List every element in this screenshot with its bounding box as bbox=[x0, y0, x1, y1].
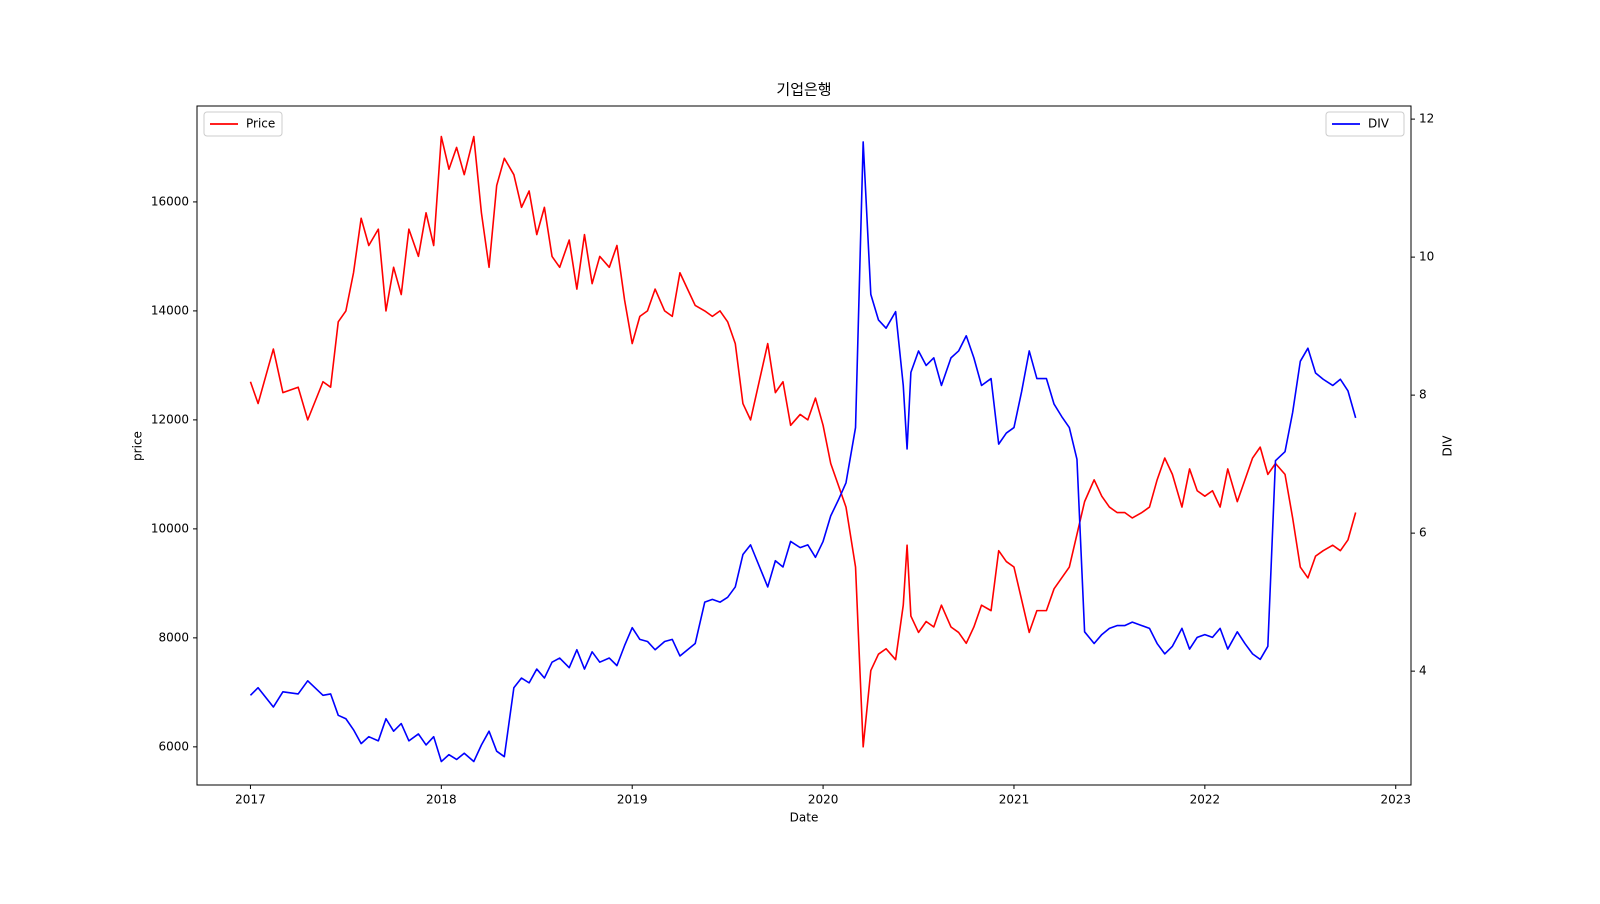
legend-box bbox=[203, 111, 283, 137]
plot-frame bbox=[196, 105, 1412, 786]
legend-box bbox=[1325, 111, 1405, 137]
y2-tick-label: 8 bbox=[1419, 388, 1427, 402]
x-tick-label: 2018 bbox=[426, 793, 457, 807]
y2-tick-label: 12 bbox=[1419, 112, 1434, 126]
legend-label: Price bbox=[246, 117, 275, 131]
y-tick-label: 16000 bbox=[151, 194, 189, 208]
y-tick-label: 10000 bbox=[151, 521, 189, 535]
line-series bbox=[249, 141, 1357, 763]
legend-label: DIV bbox=[1368, 117, 1390, 131]
chart-title: 기업은행 bbox=[776, 81, 831, 99]
y-tick-label: 6000 bbox=[158, 739, 189, 753]
x-tick-label: 2022 bbox=[1190, 793, 1221, 807]
y2-tick-label: 4 bbox=[1419, 664, 1427, 678]
y-tick-label: 8000 bbox=[158, 630, 189, 644]
x-tick-label: 2021 bbox=[999, 793, 1030, 807]
y2-tick-label: 10 bbox=[1419, 250, 1434, 264]
x-tick-label: 2023 bbox=[1380, 793, 1411, 807]
y2-axis-label: DIV bbox=[1441, 435, 1455, 457]
x-axis-label: Date bbox=[790, 811, 819, 825]
x-tick-label: 2019 bbox=[617, 793, 648, 807]
x-tick-label: 2017 bbox=[235, 793, 266, 807]
line-series bbox=[249, 135, 1357, 748]
x-tick-label: 2020 bbox=[808, 793, 839, 807]
y-tick-label: 14000 bbox=[151, 303, 189, 317]
y-axis-label: price bbox=[131, 431, 145, 461]
y-tick-label: 12000 bbox=[151, 412, 189, 426]
y2-tick-label: 6 bbox=[1419, 526, 1427, 540]
